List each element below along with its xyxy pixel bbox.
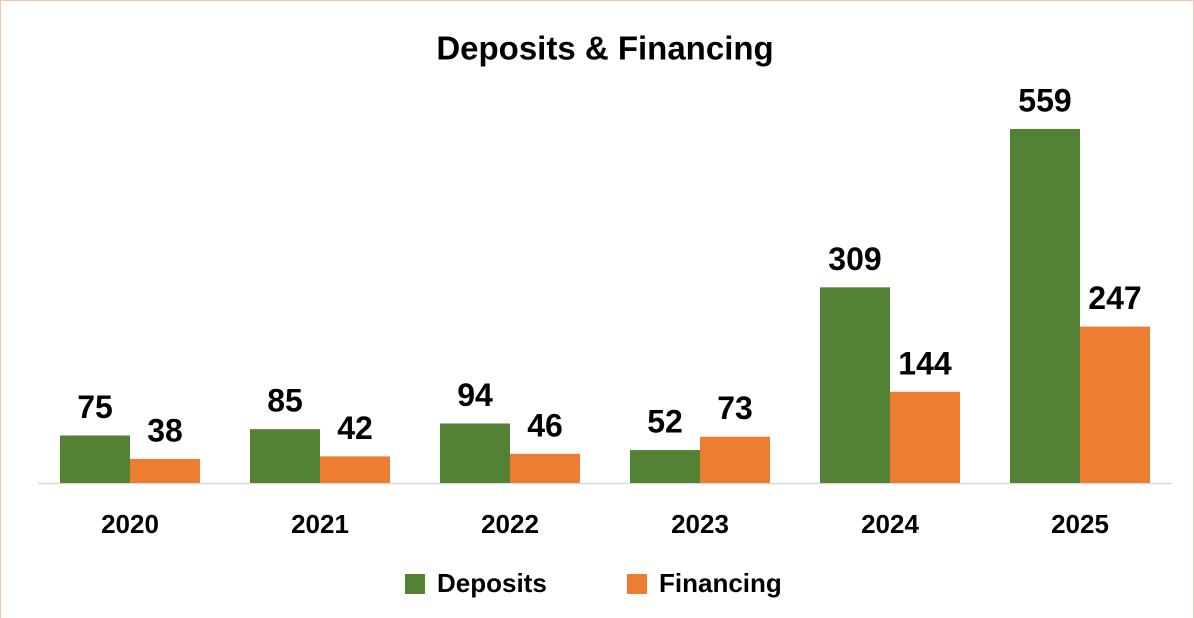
data-label: 559 <box>1018 82 1071 118</box>
x-tick-label: 2024 <box>861 509 919 539</box>
data-label: 75 <box>77 389 113 425</box>
chart-title: Deposits & Financing <box>436 30 773 67</box>
data-label: 144 <box>898 345 952 381</box>
data-label: 46 <box>527 407 563 443</box>
legend-swatch <box>627 574 647 594</box>
bar <box>1080 326 1150 483</box>
bar <box>250 429 320 483</box>
bar <box>510 453 580 483</box>
data-label: 73 <box>717 390 753 426</box>
bar <box>630 450 700 483</box>
x-tick-label: 2021 <box>291 509 349 539</box>
x-tick-label: 2022 <box>481 509 539 539</box>
data-label: 309 <box>828 241 881 277</box>
data-label: 38 <box>147 412 183 448</box>
data-label: 42 <box>337 410 373 446</box>
bar <box>130 458 200 483</box>
bar <box>1010 129 1080 483</box>
legend-swatch <box>405 574 425 594</box>
data-label: 52 <box>647 404 683 440</box>
bar <box>320 456 390 483</box>
data-label: 247 <box>1088 280 1141 316</box>
bar <box>700 436 770 483</box>
x-tick-label: 2020 <box>101 509 159 539</box>
legend-label: Deposits <box>437 568 547 598</box>
x-tick-label: 2025 <box>1051 509 1109 539</box>
bar <box>440 423 510 483</box>
bar <box>60 435 130 483</box>
data-label: 85 <box>267 383 303 419</box>
x-tick-label: 2023 <box>671 509 729 539</box>
bar <box>820 287 890 483</box>
data-label: 94 <box>457 377 493 413</box>
bar <box>890 391 960 483</box>
legend-label: Financing <box>659 568 782 598</box>
